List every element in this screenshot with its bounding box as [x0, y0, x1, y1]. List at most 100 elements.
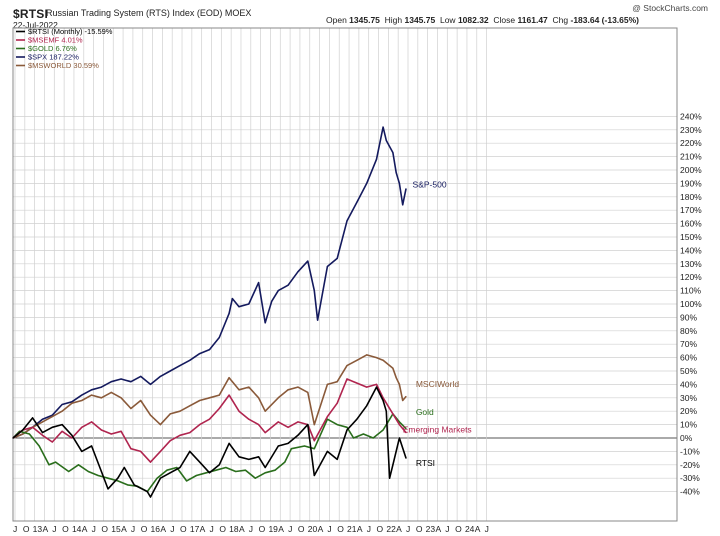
data-point-world — [228, 377, 230, 379]
data-point-rtsi — [100, 470, 102, 473]
data-point-spx — [228, 312, 230, 314]
x-tick-label: O — [377, 524, 384, 534]
data-point-gold — [176, 466, 178, 469]
data-point-world — [398, 383, 400, 385]
data-point-emerging — [264, 432, 266, 434]
data-point-rtsi — [159, 477, 161, 479]
data-point-world — [100, 397, 102, 399]
x-axis-ticks: J O 13 A J O 14 A J O 15 A J O 16 A J O 17 A J O 18 A J O 19 A J O 20 A… — [13, 524, 489, 534]
x-tick-label: J — [367, 524, 371, 534]
data-point-rtsi — [248, 458, 250, 460]
data-point-gold — [38, 445, 40, 447]
data-point-rtsi — [169, 472, 171, 474]
data-point-rtsi — [389, 477, 391, 479]
x-tick-label: O — [416, 524, 423, 534]
data-point-rtsi — [107, 488, 109, 490]
x-tick-label: 22 — [386, 524, 396, 534]
y-tick-label: 20% — [680, 406, 697, 416]
data-point-emerging — [61, 430, 63, 432]
data-point-spx — [271, 300, 273, 302]
x-tick-label: J — [92, 524, 96, 534]
data-point-rtsi — [41, 432, 44, 434]
data-point-gold — [166, 469, 168, 471]
data-point-gold — [68, 470, 70, 473]
data-point-spx — [392, 152, 394, 154]
data-point-gold — [55, 461, 57, 463]
data-point-spx — [100, 386, 102, 388]
data-point-gold — [48, 464, 50, 466]
data-point-spx — [179, 365, 181, 367]
annotation-world: MSCIWorld — [416, 379, 460, 389]
open-value: 1345.75 — [349, 15, 380, 25]
data-point-world — [91, 394, 93, 396]
y-tick-label: 230% — [680, 125, 702, 135]
data-point-emerging — [287, 426, 289, 428]
data-point-rtsi — [123, 466, 125, 469]
data-point-world — [120, 397, 122, 399]
data-point-spx — [385, 139, 387, 142]
data-point-spx — [130, 381, 132, 383]
data-point-world — [189, 405, 191, 407]
legend-entry-emerging: $MSEMF 4.01% — [28, 36, 83, 45]
data-point-world — [140, 399, 142, 402]
legend-entry-world: $MSWORLD 30.59% — [28, 61, 99, 70]
data-point-gold — [303, 445, 306, 447]
data-point-world — [287, 389, 289, 391]
y-tick-label: -20% — [680, 460, 700, 470]
data-point-rtsi — [313, 474, 315, 477]
x-tick-label: 17 — [190, 524, 200, 534]
data-point-emerging — [51, 441, 53, 443]
data-point-rtsi — [307, 424, 309, 426]
x-tick-label: J — [210, 524, 214, 534]
legend-entry-rtsi: $RTSI (Monthly) -15.59% — [28, 27, 113, 36]
data-point-gold — [77, 464, 80, 466]
y-tick-label: 80% — [680, 326, 697, 336]
data-point-emerging — [41, 434, 44, 436]
data-point-rtsi — [91, 445, 93, 447]
data-point-rtsi — [51, 426, 53, 428]
y-tick-label: 130% — [680, 259, 702, 269]
data-point-gold — [28, 433, 30, 435]
x-tick-label: J — [249, 524, 253, 534]
chart-header: $RTSI Russian Trading System (RTS) Index… — [0, 0, 720, 30]
data-point-world — [110, 391, 112, 393]
symbol-label: $RTSI — [13, 7, 49, 21]
x-tick-label: 21 — [347, 524, 357, 534]
data-point-spx — [120, 378, 122, 380]
data-point-world — [277, 397, 279, 399]
data-point-world — [382, 359, 384, 361]
data-point-rtsi — [22, 429, 24, 431]
y-tick-label: -30% — [680, 473, 700, 483]
data-point-spx — [208, 349, 211, 351]
y-tick-label: 0% — [680, 433, 693, 443]
x-tick-label: J — [13, 524, 17, 534]
data-point-world — [395, 377, 397, 379]
series-line-gold — [12, 413, 407, 493]
data-point-spx — [61, 403, 63, 406]
data-point-spx — [307, 260, 309, 262]
data-point-rtsi — [385, 410, 387, 412]
x-tick-label: 20 — [308, 524, 318, 534]
data-point-emerging — [149, 461, 152, 463]
data-point-world — [297, 386, 299, 388]
data-point-spx — [313, 290, 315, 292]
data-point-spx — [169, 370, 171, 372]
data-point-spx — [218, 336, 220, 339]
data-point-gold — [205, 472, 207, 474]
data-point-gold — [290, 448, 292, 450]
x-tick-label: 19 — [268, 524, 278, 534]
data-point-spx — [238, 306, 240, 308]
data-point-gold — [225, 466, 227, 469]
data-point-spx — [264, 322, 266, 324]
data-point-gold — [346, 426, 348, 428]
data-point-emerging — [297, 421, 299, 423]
close-label: Close — [493, 15, 516, 25]
data-point-gold — [215, 469, 217, 471]
data-point-world — [22, 433, 24, 435]
data-point-spx — [382, 126, 384, 128]
data-point-gold — [97, 474, 99, 477]
data-point-rtsi — [31, 417, 34, 419]
data-point-rtsi — [81, 450, 83, 452]
x-tick-label: O — [101, 524, 108, 534]
